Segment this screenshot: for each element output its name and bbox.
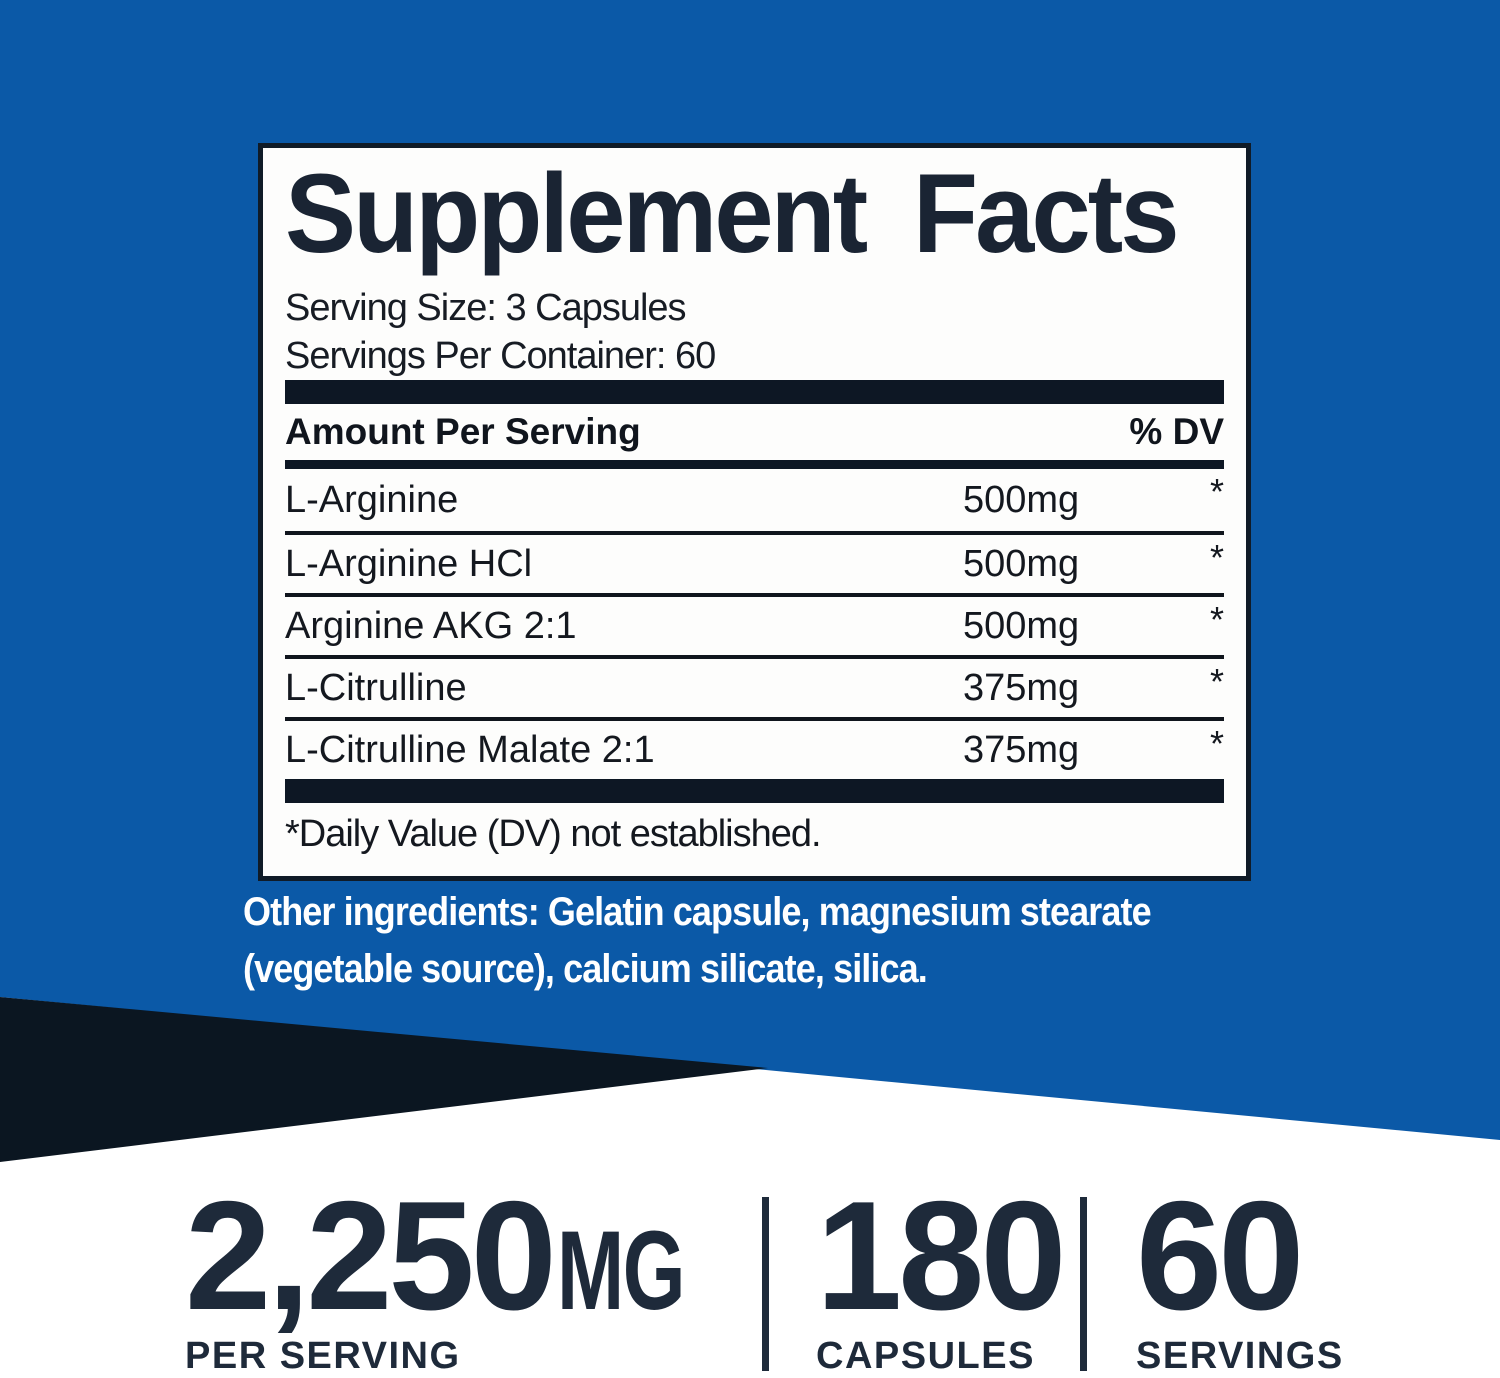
table-row: Arginine AKG 2:1 500mg * bbox=[285, 593, 1224, 655]
ingredient-dv: * bbox=[1209, 471, 1224, 512]
ingredient-name: Arginine AKG 2:1 bbox=[285, 604, 577, 647]
ingredient-name: L-Citrulline bbox=[285, 666, 467, 709]
other-ingredients-line2: (vegetable source), calcium silicate, si… bbox=[243, 947, 928, 991]
other-ingredients: Other ingredients: Gelatin capsule, magn… bbox=[243, 884, 1233, 998]
ingredient-name: L-Arginine HCl bbox=[285, 542, 533, 585]
stat-per-serving-label: PER SERVING bbox=[185, 1334, 461, 1377]
other-ingredients-line1: Other ingredients: Gelatin capsule, magn… bbox=[243, 890, 1152, 934]
divider-bar-bottom bbox=[285, 779, 1224, 803]
header-percent-dv: % DV bbox=[1129, 411, 1224, 452]
stat-servings: 60 SERVINGS bbox=[1136, 1169, 1344, 1378]
daily-value-footnote: *Daily Value (DV) not established. bbox=[285, 813, 822, 855]
ingredient-amount: 500mg bbox=[963, 542, 1080, 585]
ingredient-amount: 375mg bbox=[963, 728, 1080, 771]
ingredient-dv: * bbox=[1209, 599, 1224, 640]
table-header-row: Amount Per Serving % DV bbox=[285, 404, 1224, 460]
stat-per-serving: 2,250MG PER SERVING bbox=[185, 1178, 733, 1378]
ingredient-dv: * bbox=[1209, 723, 1224, 764]
ingredient-amount: 500mg bbox=[963, 478, 1080, 521]
servings-per-container: Servings Per Container: 60 bbox=[285, 335, 716, 377]
table-row: L-Arginine HCl 500mg * bbox=[285, 531, 1224, 593]
header-amount-per-serving: Amount Per Serving bbox=[285, 411, 641, 452]
stat-divider bbox=[762, 1197, 769, 1371]
stat-capsules: 180 CAPSULES bbox=[816, 1169, 1067, 1378]
stat-per-serving-unit: MG bbox=[556, 1208, 685, 1333]
serving-size: Serving Size: 3 Capsules bbox=[285, 287, 687, 329]
supplement-facts-panel: Supplement Facts Serving Size: 3 Capsule… bbox=[258, 143, 1251, 881]
stat-servings-value: 60 bbox=[1136, 1169, 1304, 1342]
stat-divider bbox=[1080, 1197, 1087, 1371]
stat-servings-label: SERVINGS bbox=[1136, 1334, 1344, 1377]
table-row: L-Citrulline 375mg * bbox=[285, 655, 1224, 717]
divider-bar-top bbox=[285, 380, 1224, 404]
ingredient-name: L-Arginine bbox=[285, 478, 459, 521]
ingredient-dv: * bbox=[1209, 537, 1224, 578]
ingredient-amount: 375mg bbox=[963, 666, 1080, 709]
ingredient-amount: 500mg bbox=[963, 604, 1080, 647]
stat-capsules-value: 180 bbox=[816, 1169, 1067, 1342]
ingredient-dv: * bbox=[1209, 661, 1224, 702]
divider-bar-header bbox=[285, 460, 1224, 469]
ingredient-name: L-Citrulline Malate 2:1 bbox=[285, 728, 655, 771]
panel-title: Supplement Facts bbox=[285, 151, 1180, 276]
stat-capsules-label: CAPSULES bbox=[816, 1334, 1035, 1377]
stat-per-serving-value: 2,250MG bbox=[185, 1178, 733, 1333]
stat-per-serving-number: 2,250 bbox=[185, 1169, 557, 1342]
table-row: L-Arginine 500mg * bbox=[285, 469, 1224, 531]
table-row: L-Citrulline Malate 2:1 375mg * bbox=[285, 717, 1224, 779]
